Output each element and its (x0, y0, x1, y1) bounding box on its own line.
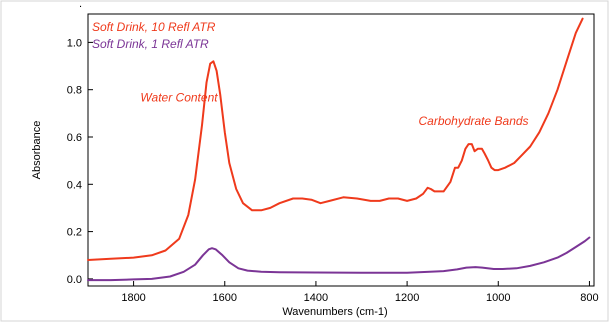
y-axis-label: Absorbance (31, 121, 43, 180)
series-line-2 (87, 236, 591, 282)
legend-entry-1: Soft Drink, 10 Refl ATR (92, 20, 216, 34)
legend-entry-2: Soft Drink, 1 Refl ATR (92, 37, 209, 51)
x-tick-label: 1800 (121, 292, 145, 304)
y-axis: 0.0 0.2 0.4 0.6 0.8 1.0 (67, 37, 93, 286)
legend: Soft Drink, 10 Refl ATR Soft Drink, 1 Ref… (92, 20, 216, 51)
annotation-label: Carbohydrate Bands (418, 114, 528, 128)
x-tick-label: 1400 (304, 292, 328, 304)
series-line-1 (87, 17, 584, 261)
annotations: Water Content Carbohydrate Bands (140, 91, 528, 129)
x-axis-label: Wavenumbers (cm-1) (282, 306, 387, 318)
x-tick-label: 800 (580, 292, 598, 304)
y-tick-label: 0.2 (67, 227, 82, 239)
series-group (87, 17, 591, 282)
y-tick-label: 1.0 (67, 37, 82, 49)
plot-area (87, 13, 595, 287)
x-axis: 1800 1600 1400 1200 1000 800 (121, 281, 599, 304)
annotation-label: Water Content (140, 91, 218, 105)
x-tick-label: 1600 (213, 292, 237, 304)
y-tick-label: 0.4 (67, 179, 82, 191)
y-tick-label: 0.6 (67, 132, 82, 144)
y-axis-top-dot: . (79, 0, 82, 10)
y-tick-label: 0.8 (67, 85, 82, 97)
y-tick-label: 0.0 (67, 274, 82, 286)
x-tick-label: 1000 (486, 292, 510, 304)
x-tick-label: 1200 (395, 292, 419, 304)
